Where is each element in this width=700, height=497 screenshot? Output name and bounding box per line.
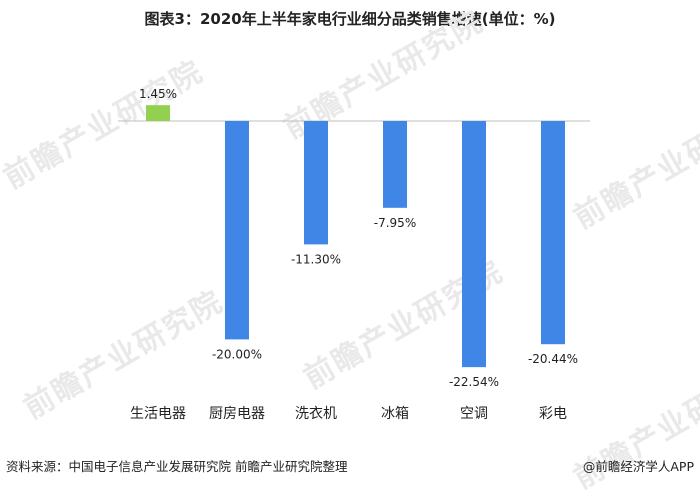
category-label: 空调: [460, 406, 488, 422]
bar: [225, 121, 249, 340]
bar: [304, 121, 328, 245]
bar: [541, 121, 565, 345]
bar: [383, 121, 407, 208]
bar-chart: 1.45% 生活电器 -20.00% 厨房电器 -11.30% 洗衣机 -7.95% 冰箱 -2…: [118, 87, 590, 422]
data-label: -11.30%: [291, 252, 341, 266]
data-label: 1.45%: [139, 87, 177, 101]
chart-title: 图表3：2020年上半年家电行业细分品类销售增速(单位：%): [144, 10, 556, 28]
bar: [462, 121, 486, 368]
category-label: 生活电器: [130, 406, 186, 422]
data-label: -20.00%: [212, 347, 262, 361]
source-note: 资料来源：中国电子信息产业发展研究院 前瞻产业研究院整理: [6, 459, 348, 474]
brand-credit: @前瞻经济学人APP: [582, 459, 694, 474]
data-label: -20.44%: [528, 352, 578, 366]
category-label: 彩电: [539, 406, 567, 422]
category-label: 冰箱: [381, 406, 409, 422]
data-label: -7.95%: [374, 216, 416, 230]
category-label: 洗衣机: [295, 406, 337, 422]
bar: [146, 105, 170, 121]
data-label: -22.54%: [449, 375, 499, 389]
category-label: 厨房电器: [209, 406, 265, 422]
